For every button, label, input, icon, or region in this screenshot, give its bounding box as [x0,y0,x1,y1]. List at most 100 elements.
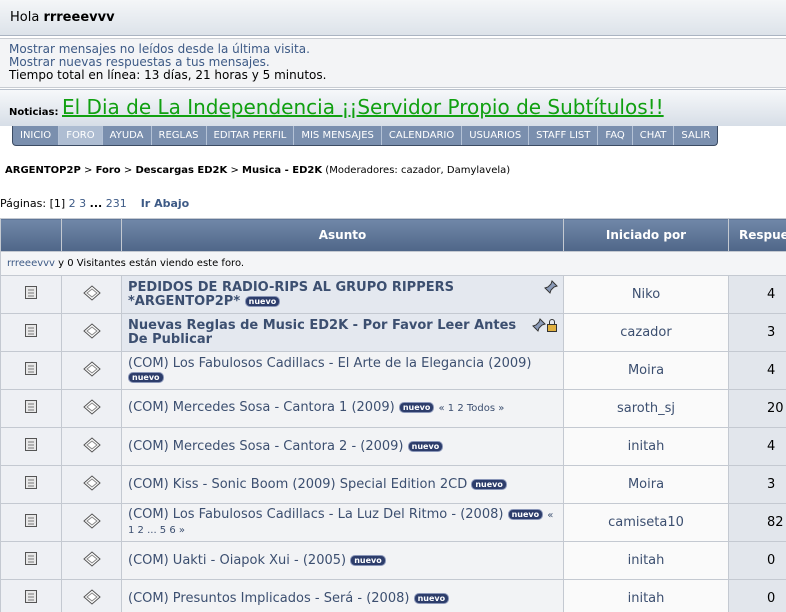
topic-link[interactable]: PEDIDOS DE RADIO-RIPS AL GRUPO RIPPERS *… [128,279,454,309]
topic-link[interactable]: (COM) Uakti - Oiapok Xui - (2005) [128,552,347,568]
starter-cell[interactable]: initah [563,579,729,612]
starter-cell[interactable]: Niko [563,275,729,314]
page-link[interactable]: 3 [79,197,87,210]
menu-item[interactable]: USUARIOS [462,126,530,145]
topic-icon [25,590,37,603]
header-cell [0,218,62,252]
page-link[interactable]: 231 [105,197,127,210]
menu-item[interactable]: STAFF LIST [529,126,599,145]
topic-row: Nuevas Reglas de Music ED2K - Por Favor … [0,313,786,352]
header-cell[interactable]: Asunto [121,218,564,252]
topic-flags [532,318,558,336]
subject-cell: (COM) Uakti - Oiapok Xui - (2005) nuevo [121,541,564,580]
topic-link[interactable]: (COM) Mercedes Sosa - Cantora 1 (2009) [128,400,395,415]
topic-row: (COM) Los Fabulosos Cadillacs - La Luz D… [0,503,786,542]
header-cell[interactable]: Respuestas [728,218,786,252]
subject-box: PEDIDOS DE RADIO-RIPS AL GRUPO RIPPERS *… [128,279,557,309]
message-icon [82,360,101,377]
menu-item[interactable]: REGLAS [152,126,207,145]
starter-cell[interactable]: Moira [563,465,729,504]
starter-cell[interactable]: initah [563,541,729,580]
menu-item[interactable]: MIS MENSAJES [294,126,382,145]
icon-cell [61,427,122,466]
subject-box: (COM) Presuntos Implicados - Será - (200… [128,590,557,606]
new-badge[interactable]: nuevo [471,478,507,490]
topic-link[interactable]: (COM) Los Fabulosos Cadillacs - El Arte … [128,355,532,371]
menu-item[interactable]: FAQ [598,126,633,145]
news-text[interactable]: El Dia de La Independencia ¡¡Servidor Pr… [62,95,664,119]
replies-cell: 4 [728,427,786,466]
replies-cell: 3 [728,313,786,352]
unread-link[interactable]: Mostrar mensajes no leídos desde la últi… [9,42,310,56]
message-icon [82,284,101,301]
starter-cell[interactable]: Moira [563,351,729,390]
menu-item[interactable]: CHAT [633,126,675,145]
starter-cell[interactable]: saroth_sj [563,389,729,428]
icon-cell [61,313,122,352]
replies-cell: 3 [728,465,786,504]
menu-item[interactable]: SALIR [681,130,711,141]
icon-cell [61,503,122,542]
new-badge[interactable]: nuevo [507,508,544,520]
moderators: (Moderadores: cazador, Damylavela) [325,165,511,176]
pin-icon [532,318,546,332]
topic-table: Asunto Iniciado por Respuestas rrreeevvv… [0,218,786,612]
topic-link[interactable]: (COM) Presuntos Implicados - Será - (200… [128,590,410,606]
topic-link[interactable]: (COM) Los Fabulosos Cadillacs - La Luz D… [128,506,504,522]
new-badge[interactable]: nuevo [350,554,386,566]
topic-icon [25,476,37,489]
menu-item[interactable]: INICIO [13,126,60,145]
page-link[interactable]: 2 [68,197,76,210]
topic-link[interactable]: (COM) Mercedes Sosa - Cantora 2 - (2009) [128,438,404,454]
breadcrumb: ARGENTOP2P > Foro > Descargas ED2K > Mus… [5,165,510,176]
subject-cell: (COM) Los Fabulosos Cadillacs - El Arte … [121,351,564,390]
online-time: Tiempo total en línea: 13 días, 21 horas… [9,68,327,82]
starter-cell[interactable]: initah [563,427,729,466]
new-badge[interactable]: nuevo [398,402,435,413]
topic-pages[interactable]: « 1 2 Todos » [438,403,505,414]
icon-cell [61,541,122,580]
topic-link[interactable]: Nuevas Reglas de Music ED2K - Por Favor … [128,317,517,347]
crumb-link[interactable]: Foro [95,165,121,176]
header-cell [61,218,122,252]
username[interactable]: rrreeevvv [43,10,115,25]
crumb-separator: > [230,165,239,176]
crumb-link[interactable]: Musica - ED2K [242,165,323,176]
starter-cell[interactable]: cazador [563,313,729,352]
crumb-link[interactable]: ARGENTOP2P [5,165,81,176]
icon-cell [61,389,122,428]
menu-item[interactable]: AYUDA [103,126,152,145]
topic-body: rrreeevvv y 0 Visitantes están viendo es… [0,251,786,612]
topic-icon [25,362,37,375]
crumb-link[interactable]: Descargas ED2K [135,165,228,176]
starter-cell[interactable]: camiseta10 [563,503,729,542]
new-badge[interactable]: nuevo [244,295,281,307]
topic-link[interactable]: (COM) Kiss - Sonic Boom (2009) Special E… [128,476,468,492]
icon-cell [0,579,62,612]
subject-cell: (COM) Kiss - Sonic Boom (2009) Special E… [121,465,564,504]
new-badge[interactable]: nuevo [407,440,444,452]
topic-list: Asunto Iniciado por Respuestas rrreeevvv… [0,218,786,612]
new-badge[interactable]: nuevo [128,371,164,383]
message-icon [82,588,101,605]
replies-cell: 4 [728,275,786,314]
menu-item[interactable]: CALENDARIO [382,126,463,145]
message-icon [82,436,101,453]
user-bar: Hola rrreeevvv [0,0,786,36]
replies-cell: 20 [728,389,786,428]
topic-icon [25,438,37,451]
icon-cell [0,351,62,390]
viewer-user[interactable]: rrreeevvv [7,258,55,269]
topic-pages[interactable]: « 1 2 ... 5 6 » [128,509,554,536]
menu-item[interactable]: FORO [59,126,103,145]
main-menu: INICIO FORO AYUDA REGLAS EDITAR PERFIL MIS ME… [12,126,719,146]
header-cell[interactable]: Iniciado por [563,218,729,252]
topic-icon [25,514,37,527]
icon-cell [0,541,62,580]
replies-link[interactable]: Mostrar nuevas respuestas a tus mensajes… [9,55,270,69]
current-page: [1] [49,197,66,210]
ellipsis: ... [89,197,103,210]
new-badge[interactable]: nuevo [413,592,450,604]
menu-item[interactable]: EDITAR PERFIL [207,126,295,145]
go-down[interactable]: Ir Abajo [140,197,190,210]
